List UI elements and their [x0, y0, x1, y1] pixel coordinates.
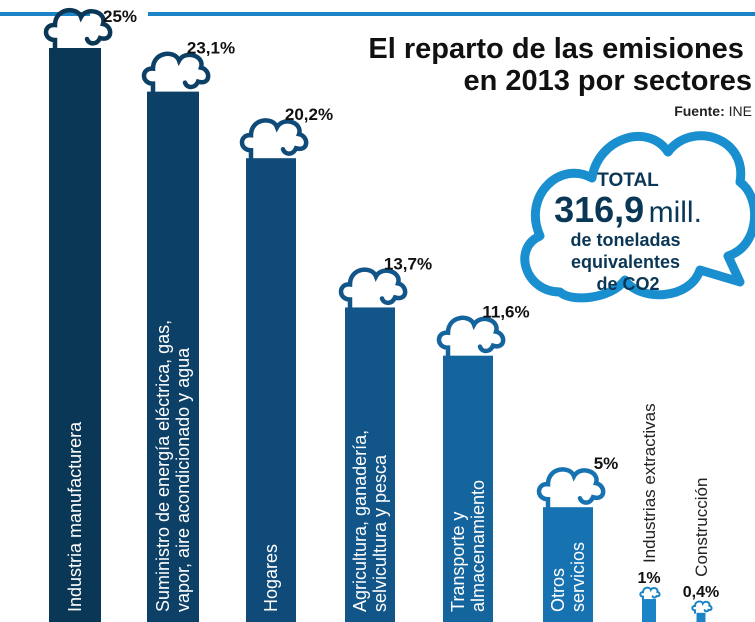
category-label: Hogares [261, 544, 281, 612]
value-label: 5% [594, 454, 619, 473]
chimney-smoke [144, 54, 208, 92]
source: Fuente: INE [674, 103, 752, 119]
chimney-smoke [692, 601, 711, 612]
source-label: Fuente: [674, 103, 725, 119]
chimney-smoke [539, 469, 603, 507]
total-unit: mill. [649, 196, 702, 229]
source-name: INE [729, 103, 752, 119]
bar [642, 599, 656, 622]
chimney-smoke [640, 588, 659, 599]
total-note: de toneladas equivalentes de CO2 [570, 230, 685, 294]
chimney-smoke [46, 10, 110, 48]
value-label: 13,7% [384, 254, 432, 273]
chimney-smoke [242, 120, 306, 158]
value-label: 0,4% [683, 584, 719, 601]
infographic: El reparto de las emisiones en 2013 por … [0, 0, 755, 622]
value-label: 23,1% [187, 39, 235, 58]
top-rule [148, 12, 755, 16]
value-label: 11,6% [482, 303, 529, 322]
chart-title: El reparto de las emisiones en 2013 por … [368, 33, 752, 97]
category-label: Suministro de energía eléctrica, gas, va… [153, 315, 193, 612]
value-label: 20,2% [285, 105, 333, 124]
chimney-smoke [341, 270, 405, 308]
bar [697, 613, 706, 622]
total-value: 316,9 [554, 189, 644, 230]
category-label: Construcción [692, 478, 711, 577]
chimney-smoke [439, 318, 503, 356]
total-figure: 316,9 mill. [554, 189, 702, 230]
category-label: Industria manufacturera [65, 421, 85, 612]
category-label: Industrias extractivas [640, 403, 659, 563]
value-label: 1% [637, 570, 660, 587]
value-label: 25% [103, 7, 137, 26]
total-label: TOTAL [597, 170, 659, 191]
